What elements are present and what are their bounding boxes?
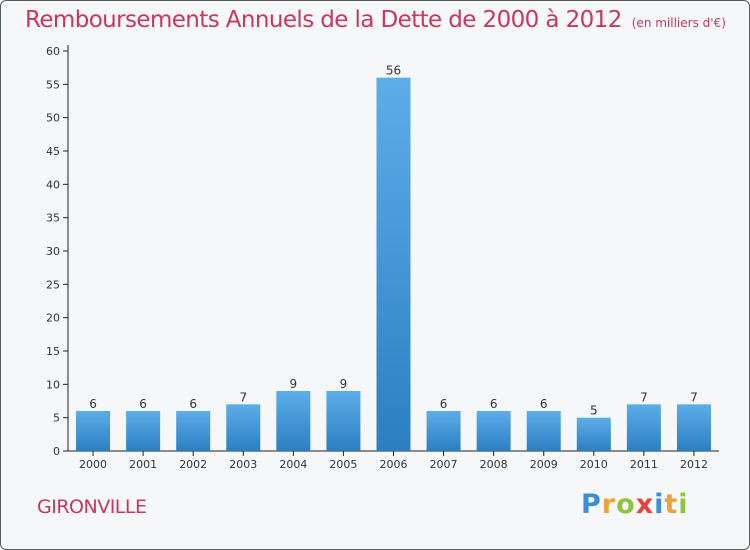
y-tick-label: 45 xyxy=(46,145,60,158)
unit-note: (en milliers d'€) xyxy=(631,16,726,30)
x-tick-label: 2011 xyxy=(630,458,658,471)
bar-value-label: 6 xyxy=(540,397,548,411)
x-tick-label: 2004 xyxy=(279,458,307,471)
x-tick-label: 2005 xyxy=(329,458,357,471)
bar xyxy=(526,411,561,451)
bar-value-label: 56 xyxy=(386,64,401,78)
y-tick-label: 55 xyxy=(46,78,60,91)
proxiti-logo: Proxiti xyxy=(581,489,689,520)
x-tick-label: 2002 xyxy=(179,458,207,471)
y-tick-label: 30 xyxy=(46,245,60,258)
x-tick-label: 2003 xyxy=(229,458,257,471)
bar xyxy=(426,411,461,451)
y-tick-label: 20 xyxy=(46,312,60,325)
y-tick-label: 0 xyxy=(53,445,60,458)
y-tick-label: 15 xyxy=(46,345,60,358)
bar xyxy=(126,411,161,451)
y-tick-label: 5 xyxy=(53,412,60,425)
bar xyxy=(626,404,661,451)
y-tick-label: 35 xyxy=(46,212,60,225)
bar xyxy=(676,404,711,451)
logo-letter: t xyxy=(664,489,679,520)
y-tick-label: 40 xyxy=(46,178,60,191)
logo-letter: r xyxy=(601,489,617,520)
bar-value-label: 6 xyxy=(440,397,448,411)
bar-value-label: 9 xyxy=(340,377,348,391)
chart-title: Remboursements Annuels de la Dette de 20… xyxy=(25,7,726,33)
bar-value-label: 6 xyxy=(189,397,197,411)
commune-name: GIRONVILLE xyxy=(37,496,147,518)
x-tick-label: 2000 xyxy=(79,458,107,471)
y-tick-label: 25 xyxy=(46,278,60,291)
bar-value-label: 7 xyxy=(640,390,648,404)
bar xyxy=(576,417,611,451)
logo-letter: P xyxy=(581,489,602,520)
bar xyxy=(276,391,311,451)
x-tick-label: 2001 xyxy=(129,458,157,471)
bar-value-label: 5 xyxy=(590,404,598,418)
bar xyxy=(326,391,361,451)
bar-value-label: 7 xyxy=(239,390,247,404)
bar xyxy=(476,411,511,451)
y-tick-label: 10 xyxy=(46,378,60,391)
logo-letter: o xyxy=(616,489,636,520)
bar-value-label: 6 xyxy=(490,397,498,411)
bar-value-label: 6 xyxy=(89,397,97,411)
logo-letter: i xyxy=(654,489,665,520)
bar xyxy=(226,404,261,451)
y-tick-label: 50 xyxy=(46,112,60,125)
logo-letter: i xyxy=(678,489,689,520)
bar-value-label: 9 xyxy=(290,377,298,391)
x-tick-label: 2006 xyxy=(380,458,408,471)
chart-title-text: Remboursements Annuels de la Dette de 20… xyxy=(25,7,622,33)
bar xyxy=(176,411,211,451)
bar xyxy=(376,77,411,452)
x-tick-label: 2007 xyxy=(430,458,458,471)
x-tick-label: 2010 xyxy=(580,458,608,471)
x-tick-label: 2012 xyxy=(680,458,708,471)
x-tick-label: 2009 xyxy=(530,458,558,471)
bar-value-label: 6 xyxy=(139,397,147,411)
y-tick-label: 60 xyxy=(46,45,60,58)
bar xyxy=(76,411,111,451)
bar-value-label: 7 xyxy=(690,390,698,404)
x-tick-label: 2008 xyxy=(480,458,508,471)
logo-letter: x xyxy=(635,489,655,520)
